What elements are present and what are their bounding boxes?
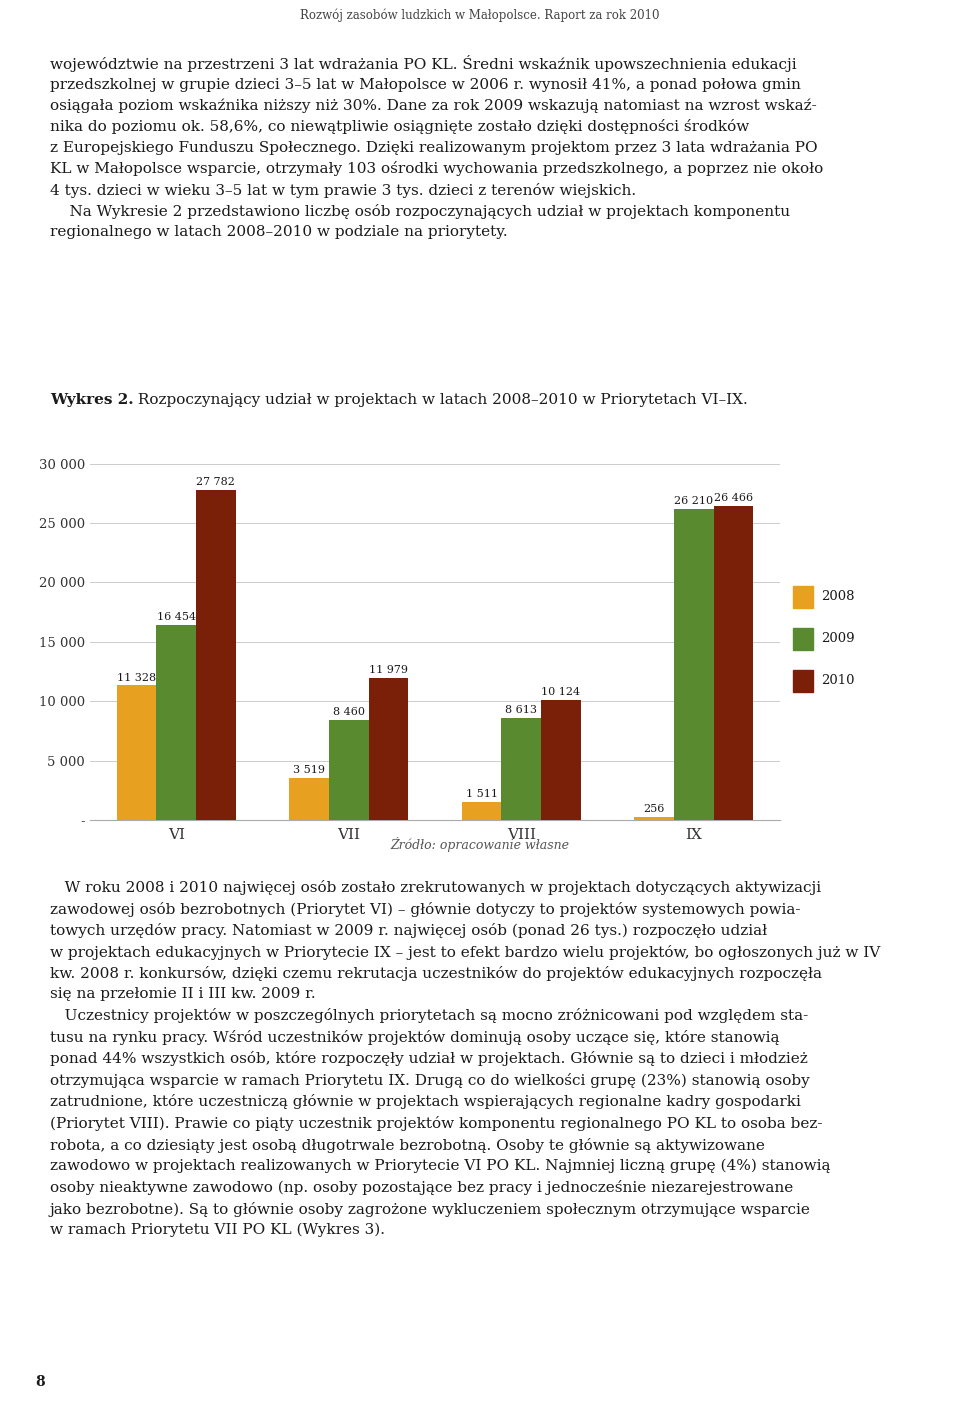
Text: 16 454: 16 454 bbox=[156, 612, 196, 622]
Bar bbox=[635, 817, 674, 820]
Text: 3 519: 3 519 bbox=[293, 765, 325, 775]
Text: Wykres 2.: Wykres 2. bbox=[50, 393, 133, 407]
Bar bbox=[156, 625, 196, 820]
Bar bbox=[329, 719, 369, 820]
FancyBboxPatch shape bbox=[793, 628, 813, 650]
Bar bbox=[462, 802, 501, 820]
Text: Źródło: opracowanie własne: Źródło: opracowanie własne bbox=[391, 837, 569, 851]
Text: 2008: 2008 bbox=[821, 590, 854, 604]
Text: W roku 2008 i 2010 najwięcej osób zostało zrekrutowanych w projektach dotyczącyc: W roku 2008 i 2010 najwięcej osób został… bbox=[50, 880, 880, 1237]
Text: 2010: 2010 bbox=[821, 674, 854, 688]
Text: 256: 256 bbox=[643, 804, 664, 814]
Bar bbox=[117, 685, 156, 820]
Text: 8 460: 8 460 bbox=[333, 706, 365, 716]
Text: województwie na przestrzeni 3 lat wdrażania PO KL. Średni wskaźnik upowszechnien: województwie na przestrzeni 3 lat wdraża… bbox=[50, 55, 824, 239]
Text: 10 124: 10 124 bbox=[541, 687, 581, 696]
Text: 26 466: 26 466 bbox=[714, 493, 753, 503]
Text: 8: 8 bbox=[36, 1376, 45, 1390]
Text: 8 613: 8 613 bbox=[505, 705, 538, 715]
Bar bbox=[289, 778, 329, 820]
Text: Rozwój zasobów ludzkich w Małopolsce. Raport za rok 2010: Rozwój zasobów ludzkich w Małopolsce. Ra… bbox=[300, 8, 660, 22]
FancyBboxPatch shape bbox=[793, 585, 813, 608]
Text: 27 782: 27 782 bbox=[197, 477, 235, 487]
Bar bbox=[369, 678, 408, 820]
Text: 1 511: 1 511 bbox=[466, 789, 497, 799]
Bar bbox=[196, 490, 236, 820]
Bar bbox=[674, 508, 713, 820]
Bar bbox=[501, 717, 541, 820]
Text: 26 210: 26 210 bbox=[674, 496, 713, 505]
FancyBboxPatch shape bbox=[793, 670, 813, 692]
Text: Rozpoczynający udział w projektach w latach 2008–2010 w Priorytetach VI–IX.: Rozpoczynający udział w projektach w lat… bbox=[133, 393, 748, 407]
Text: 11 328: 11 328 bbox=[117, 673, 156, 682]
Bar bbox=[541, 699, 581, 820]
Bar bbox=[713, 505, 754, 820]
Text: 11 979: 11 979 bbox=[369, 664, 408, 675]
Text: 2009: 2009 bbox=[821, 632, 854, 646]
